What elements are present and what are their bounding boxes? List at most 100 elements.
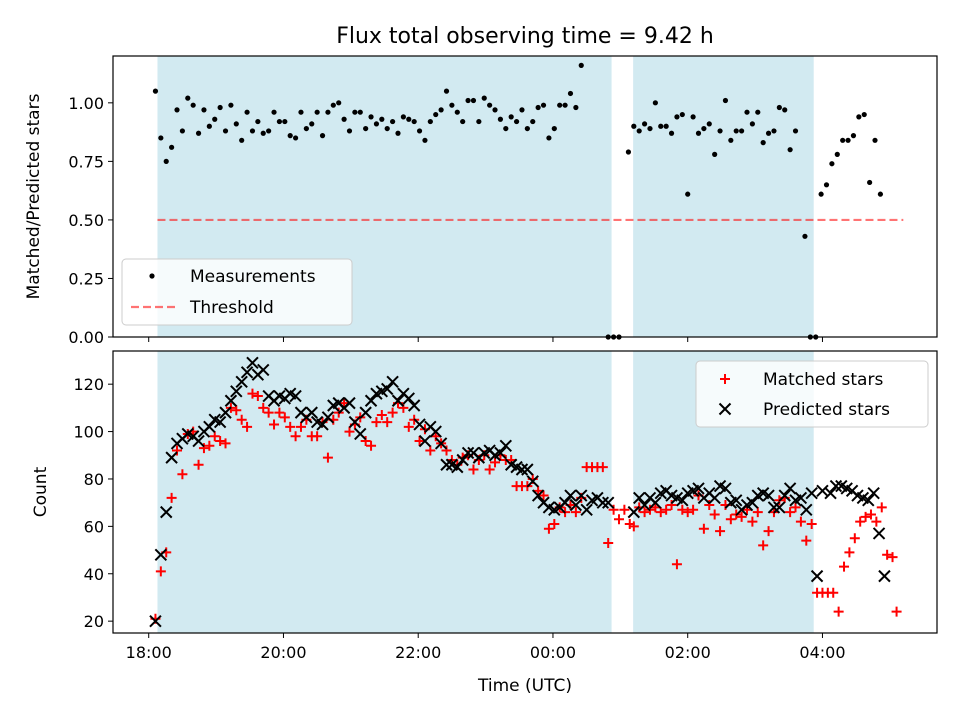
- predicted-star-point: [575, 489, 588, 502]
- matched-star-point: [312, 431, 323, 442]
- matched-star-point: [155, 566, 166, 577]
- measurement-point: [314, 109, 320, 115]
- matched-star-point: [795, 516, 806, 527]
- predicted-star-point: [354, 427, 367, 441]
- measurement-point: [546, 135, 552, 141]
- measurement-point: [530, 118, 536, 125]
- predicted-star-point: [632, 491, 646, 505]
- matched-star-point: [715, 526, 726, 537]
- matched-star-point: [608, 504, 619, 515]
- matched-star-point: [387, 407, 398, 418]
- predicted-star-point: [767, 501, 781, 514]
- measurement-point: [861, 111, 867, 118]
- predicted-star-point: [386, 375, 399, 389]
- matched-star-point: [360, 436, 371, 447]
- measurement-point: [303, 125, 309, 132]
- measurement-point: [239, 137, 245, 143]
- legend-box: [695, 360, 929, 428]
- matched-star-point: [371, 417, 382, 428]
- measurement-point: [771, 128, 777, 134]
- measurement-point: [201, 107, 207, 113]
- predicted-star-point: [246, 356, 259, 370]
- measurement-point: [222, 128, 229, 134]
- predicted-star-point: [676, 494, 689, 507]
- matched-star-point: [865, 509, 876, 520]
- axes-frame: [112, 55, 938, 338]
- matched-star-point: [844, 547, 855, 558]
- matched-star-point: [603, 537, 614, 548]
- measurement-point: [535, 104, 541, 111]
- matched-star-point: [806, 518, 817, 529]
- predicted-star-point: [730, 494, 743, 507]
- matched-star-point: [747, 516, 758, 527]
- predicted-star-point: [240, 366, 254, 379]
- matched-star-point: [619, 504, 630, 515]
- measurement-point: [309, 121, 315, 127]
- matched-star-point: [538, 490, 549, 501]
- predicted-star-point: [867, 486, 880, 500]
- matched-star-point: [209, 431, 220, 442]
- matched-star-point: [709, 509, 720, 520]
- matched-star-point: [247, 388, 258, 399]
- measurement-point: [749, 121, 755, 127]
- predicted-star-point: [773, 501, 786, 514]
- count-panel: 20 40 60 80 100 120 18:00 20:00 22:00 00:00 02:00 0…: [31, 350, 938, 662]
- measurement-point: [465, 97, 471, 104]
- measurement-point: [325, 109, 331, 115]
- predicted-star-point: [381, 382, 394, 396]
- matched-star-point: [398, 402, 409, 413]
- predicted-star-point: [230, 385, 243, 398]
- matched-star-point: [295, 421, 306, 432]
- predicted-star-point: [580, 503, 593, 516]
- measurement-point: [217, 104, 223, 111]
- measurement-point: [562, 102, 568, 108]
- measurement-point: [255, 118, 261, 125]
- matched-star-point: [758, 540, 769, 551]
- matched-star-point: [242, 421, 253, 432]
- matched-star-point: [274, 407, 285, 418]
- legend-measurement-marker: [149, 273, 155, 279]
- predicted-star-point: [862, 494, 875, 507]
- measurement-point: [487, 102, 493, 108]
- predicted-star-point: [429, 425, 442, 438]
- matched-star-point: [704, 500, 715, 511]
- x-tick-label: 00:00: [530, 643, 576, 662]
- predicted-star-point: [413, 418, 426, 431]
- legend-predicted-marker: [718, 402, 732, 416]
- x-tick-label: 02:00: [665, 643, 711, 662]
- matched-star-point: [849, 533, 860, 544]
- measurement-point: [782, 107, 788, 113]
- matched-star-point: [543, 523, 554, 534]
- matched-star-point: [177, 469, 188, 480]
- measurement-point: [454, 109, 460, 115]
- matched-star-point: [682, 507, 693, 518]
- x-axis-label: Time (UTC): [477, 676, 572, 696]
- matched-star-point: [549, 518, 560, 529]
- predicted-star-point: [564, 489, 577, 502]
- matched-star-point: [860, 511, 871, 522]
- measurement-point: [551, 125, 557, 132]
- measurement-point: [179, 128, 185, 134]
- matched-star-point: [279, 412, 290, 423]
- predicted-star-point: [418, 434, 432, 448]
- matched-star-point: [876, 502, 887, 513]
- x-tick-label: 18:00: [126, 643, 172, 662]
- predicted-star-point: [434, 437, 448, 450]
- matched-star-point: [215, 436, 226, 447]
- predicted-star-point: [407, 399, 421, 412]
- measurement-point: [438, 107, 444, 113]
- matched-star-point: [736, 511, 747, 522]
- measurement-point: [169, 144, 175, 150]
- x-tick-label: 20:00: [260, 643, 306, 662]
- y-tick-label: 60: [84, 517, 104, 536]
- measurement-point: [379, 116, 385, 122]
- y-tick-label: 40: [84, 565, 104, 584]
- measurement-point: [728, 137, 734, 143]
- predicted-star-point: [778, 489, 791, 502]
- measurement-point: [850, 133, 857, 139]
- matched-star-point: [269, 419, 280, 430]
- matched-star-point: [204, 440, 215, 451]
- y-tick-label: 0.00: [68, 328, 104, 347]
- predicted-star-point: [440, 458, 453, 471]
- measurement-point: [422, 137, 428, 143]
